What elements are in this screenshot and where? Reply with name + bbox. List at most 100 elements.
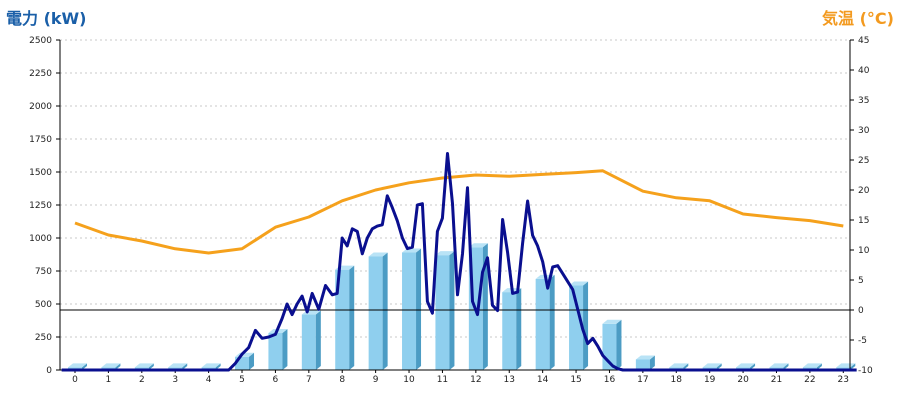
power-bar-side [516, 288, 522, 370]
right-tick-label: 5 [858, 276, 864, 286]
power-bar [569, 281, 589, 370]
power-bar-side [182, 363, 188, 370]
x-tick-label: 16 [604, 375, 616, 385]
power-bar [535, 274, 555, 370]
right-tick-label: -5 [858, 336, 867, 346]
right-tick-label: 30 [858, 126, 870, 136]
power-bar-top [368, 252, 388, 257]
x-tick-label: 19 [704, 375, 716, 385]
power-bar-top [736, 363, 756, 368]
power-bar-side [850, 363, 856, 370]
x-tick-label: 21 [771, 375, 782, 385]
power-bar-top [702, 363, 722, 368]
power-bar-side [249, 352, 255, 370]
power-bar-front [435, 255, 450, 370]
x-tick-label: 17 [637, 375, 648, 385]
power-bar-top [769, 363, 789, 368]
left-tick-label: 1250 [29, 201, 52, 211]
power-bar-top [468, 243, 488, 248]
left-tick-label: 1750 [29, 135, 52, 145]
x-tick-label: 10 [403, 375, 415, 385]
power-bar-side [549, 274, 555, 370]
data-lines [61, 152, 857, 372]
power-bar-side [382, 252, 388, 370]
power-bar-top [602, 319, 622, 324]
right-tick-label: 0 [858, 306, 864, 316]
x-tick-label: 13 [504, 375, 515, 385]
power-bar-top [68, 363, 87, 368]
left-tick-label: 2250 [29, 69, 52, 79]
power-bar-top [134, 363, 154, 368]
right-tick-label: 40 [858, 66, 870, 76]
right-tick-label: 35 [858, 96, 869, 106]
x-tick-label: 8 [339, 375, 345, 385]
power-bar-side [583, 281, 589, 370]
x-tick-label: 7 [306, 375, 312, 385]
left-tick-label: 1000 [29, 234, 52, 244]
x-tick-label: 3 [172, 375, 178, 385]
power-bar-front [402, 252, 417, 370]
power-bar-side [449, 251, 455, 370]
power-bar-side [783, 363, 789, 370]
power-bar-front [268, 333, 283, 370]
power-bar-side [82, 363, 87, 370]
grid-lines [60, 39, 850, 338]
power-bar-top [101, 363, 121, 368]
power-bar-side [148, 363, 154, 370]
power-bar-top [802, 363, 822, 368]
power-bar-front [368, 256, 383, 370]
tick-labels: 02505007501000125015001750200022502500-1… [29, 36, 873, 385]
x-tick-label: 6 [273, 375, 279, 385]
left-tick-label: 1500 [29, 168, 52, 178]
right-tick-label: 25 [858, 156, 869, 166]
power-bar-top [569, 281, 589, 286]
left-tick-label: 2500 [29, 36, 52, 46]
power-bar-top [168, 363, 188, 368]
power-bar-side [683, 363, 689, 370]
power-bar-side [616, 319, 622, 370]
power-bar-top [201, 363, 221, 368]
power-bar-top [836, 363, 856, 368]
right-tick-label: 20 [858, 186, 870, 196]
power-bar-top [435, 251, 455, 256]
power-bar-top [635, 355, 655, 360]
x-tick-label: 20 [737, 375, 749, 385]
left-axis-title: 電力 (kW) [6, 9, 87, 28]
temperature-line [74, 169, 844, 255]
power-bar-side [816, 363, 822, 370]
power-bar [368, 252, 388, 370]
power-bar-side [115, 363, 121, 370]
power-bar [435, 251, 455, 370]
left-tick-label: 500 [35, 300, 52, 310]
power-bar-front [635, 359, 650, 370]
left-tick-label: 0 [46, 366, 52, 376]
x-tick-label: 18 [671, 375, 683, 385]
left-tick-label: 750 [35, 267, 52, 277]
left-tick-label: 250 [35, 333, 52, 343]
left-tick-label: 2000 [29, 102, 52, 112]
x-tick-label: 15 [570, 375, 581, 385]
x-tick-label: 11 [437, 375, 448, 385]
x-tick-label: 5 [239, 375, 245, 385]
right-tick-label: 15 [858, 216, 869, 226]
power-bar [602, 319, 622, 370]
power-bar [502, 288, 522, 370]
right-tick-label: -10 [858, 366, 873, 376]
axes [56, 39, 854, 373]
x-tick-label: 4 [206, 375, 212, 385]
power-bar-side [215, 363, 221, 370]
right-tick-label: 10 [858, 246, 870, 256]
power-bar-side [716, 363, 722, 370]
power-bar-side [315, 310, 321, 370]
power-bar-side [282, 329, 288, 370]
x-tick-label: 14 [537, 375, 549, 385]
power-bar-side [482, 243, 488, 370]
power-bar-side [649, 355, 655, 370]
power-bar [635, 355, 655, 370]
x-tick-label: 22 [804, 375, 815, 385]
power-bar-side [416, 248, 422, 370]
power-bar-front [335, 269, 350, 370]
x-tick-label: 12 [470, 375, 481, 385]
x-tick-label: 0 [72, 375, 78, 385]
